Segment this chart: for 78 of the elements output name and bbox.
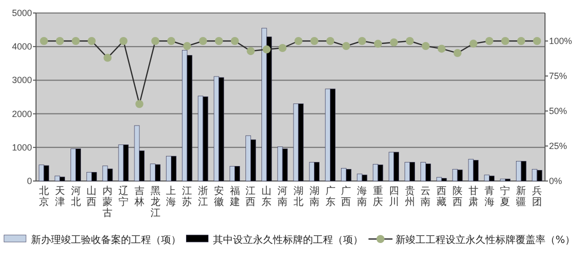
point xyxy=(278,44,287,52)
point xyxy=(501,37,510,45)
x-tick-label: 辽宁 xyxy=(118,185,128,208)
point xyxy=(72,37,80,45)
point xyxy=(374,40,382,48)
legend-label: 新竣工工程设立永久性标牌覆盖率（%） xyxy=(395,234,575,246)
y2-tick-label: 100% xyxy=(549,36,572,46)
point xyxy=(342,42,350,50)
point xyxy=(246,47,255,56)
point xyxy=(167,37,176,45)
point xyxy=(294,37,302,45)
x-tick-label: 贵州 xyxy=(404,185,415,208)
y-tick-label: 0 xyxy=(26,176,32,186)
point xyxy=(485,37,494,45)
point xyxy=(310,37,318,45)
legend-label: 其中设立永久性标牌的工程（项） xyxy=(213,234,364,246)
x-tick-label: 兵团 xyxy=(532,185,542,208)
y-tick-label: 4000 xyxy=(12,42,32,52)
legend-label: 新办理竣工验收备案的工程（项） xyxy=(31,234,181,246)
x-tick-label: 新疆 xyxy=(516,185,526,208)
y2-tick-label: 0% xyxy=(549,176,562,186)
point xyxy=(422,42,430,50)
x-tick-label: 北京 xyxy=(38,185,49,208)
point xyxy=(214,37,223,45)
x-tick-label: 宁夏 xyxy=(500,185,510,208)
point xyxy=(88,37,96,45)
point xyxy=(56,37,64,45)
x-tick-label: 重庆 xyxy=(372,185,383,208)
x-tick-label: 江苏 xyxy=(182,185,192,208)
point xyxy=(119,37,128,45)
point xyxy=(533,37,542,45)
x-tick-label: 河南 xyxy=(278,185,288,208)
x-tick-label: 上海 xyxy=(166,185,176,208)
x-tick-label: 河北 xyxy=(70,185,81,208)
x-tick-label: 江西 xyxy=(246,185,256,208)
point xyxy=(390,38,398,46)
point xyxy=(135,100,144,108)
x-tick-label: 云南 xyxy=(420,186,431,208)
point xyxy=(40,37,48,45)
point xyxy=(406,37,414,45)
x-tick-label: 内蒙古 xyxy=(102,185,113,219)
x-tick-label: 山西 xyxy=(86,185,97,208)
x-tick-label: 山东 xyxy=(262,185,272,208)
y-tick-label: 3000 xyxy=(12,75,32,86)
x-tick-label: 青海 xyxy=(484,185,494,208)
point xyxy=(326,37,334,45)
point xyxy=(438,44,446,53)
x-tick-label: 黑龙江 xyxy=(150,186,160,219)
point xyxy=(104,54,112,62)
y2-tick-label: 50% xyxy=(549,106,568,116)
x-tick-label: 甘肃 xyxy=(468,185,478,208)
x-tick-label: 西藏 xyxy=(436,186,447,208)
point xyxy=(517,37,526,45)
y-tick-label: 1000 xyxy=(12,142,32,152)
x-tick-label: 海南 xyxy=(357,185,368,208)
y2-tick-label: 75% xyxy=(549,71,568,81)
point xyxy=(230,37,239,45)
x-tick-label: 湖北 xyxy=(293,185,304,208)
x-tick-label: 福建 xyxy=(228,185,240,208)
x-tick-label: 吉林 xyxy=(133,185,144,208)
point xyxy=(469,40,478,48)
x-tick-label: 安徽 xyxy=(214,185,224,208)
x-tick-label: 湖南 xyxy=(309,185,320,208)
x-tick-label: 陕西 xyxy=(452,185,463,208)
point xyxy=(358,37,366,45)
point xyxy=(454,49,462,58)
y-tick-label: 5000 xyxy=(12,8,32,18)
point xyxy=(262,45,271,54)
x-tick-label: 四川 xyxy=(388,186,399,208)
y2-tick-label: 25% xyxy=(549,141,568,151)
x-tick-label: 广西 xyxy=(341,185,352,208)
y-tick-label: 2000 xyxy=(12,108,32,119)
point xyxy=(183,42,192,50)
x-tick-label: 广东 xyxy=(325,185,336,208)
x-tick-label: 天津 xyxy=(54,186,65,208)
x-tick-label: 浙江 xyxy=(198,185,208,208)
point xyxy=(199,37,208,45)
point xyxy=(151,37,160,45)
